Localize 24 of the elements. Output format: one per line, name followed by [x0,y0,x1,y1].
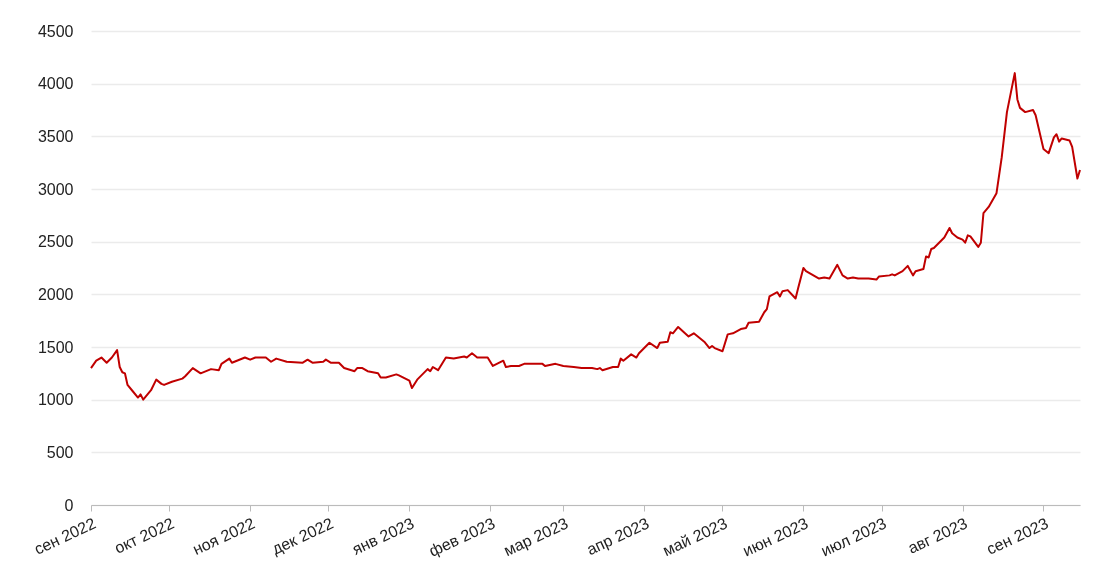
x-tick-label: май 2023 [660,514,730,560]
x-tick-label: фев 2023 [426,514,498,560]
y-tick-label: 2500 [37,233,74,251]
y-tick-label: 2000 [37,285,74,303]
x-tick-label: янв 2023 [349,514,417,558]
x-tick-label: авг 2023 [905,514,970,557]
y-tick-label: 0 [64,496,74,514]
y-tick-label: 1500 [37,338,74,356]
y-tick-label: 1000 [37,391,74,409]
x-tick-label: июн 2023 [740,514,811,560]
x-tick-label: июл 2023 [818,514,890,560]
line-series [90,72,1081,401]
y-tick-label: 4500 [37,22,74,40]
y-tick-label: 4000 [37,75,74,93]
x-tick-label: окт 2022 [111,514,177,557]
x-tick-label: апр 2023 [584,514,652,559]
x-tick-label: сен 2022 [31,514,99,558]
x-tick-label: дек 2022 [269,514,336,558]
x-tick-label: ноя 2022 [190,514,258,559]
x-tick-label: мар 2023 [501,514,571,560]
y-tick-label: 3500 [37,127,74,145]
y-tick-label: 500 [46,443,74,461]
y-tick-label: 3000 [37,180,74,198]
x-tick-label: сен 2023 [983,514,1051,558]
